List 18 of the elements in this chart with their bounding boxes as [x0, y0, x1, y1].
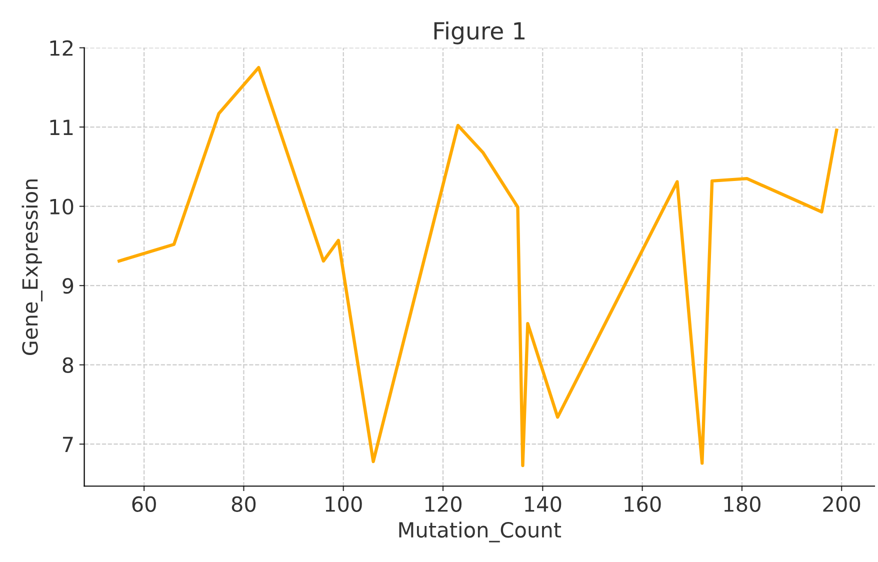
x-tick-label: 80 — [232, 496, 256, 512]
y-tick-label: 11 — [50, 120, 73, 135]
y-tick-label: 8 — [62, 357, 74, 374]
y-tick-label: 12 — [50, 40, 72, 56]
chart-title: Figure 1 — [434, 21, 525, 44]
y-tick-label: 7 — [63, 436, 73, 452]
x-axis-title: Mutation_Count — [399, 522, 562, 542]
y-tick-label: 9 — [62, 278, 74, 294]
x-tick-label: 200 — [823, 496, 860, 512]
line-series — [118, 66, 838, 468]
x-tick-label: 140 — [525, 496, 562, 512]
x-tick-label: 60 — [132, 496, 156, 512]
x-tick-label: 160 — [624, 496, 661, 512]
y-axis-title: Gene_Expression — [22, 179, 42, 356]
y-tick-label: 10 — [50, 198, 74, 215]
x-tick-label: 120 — [425, 496, 462, 512]
x-tick-label: 100 — [326, 496, 362, 512]
x-tick-label: 180 — [724, 496, 760, 512]
